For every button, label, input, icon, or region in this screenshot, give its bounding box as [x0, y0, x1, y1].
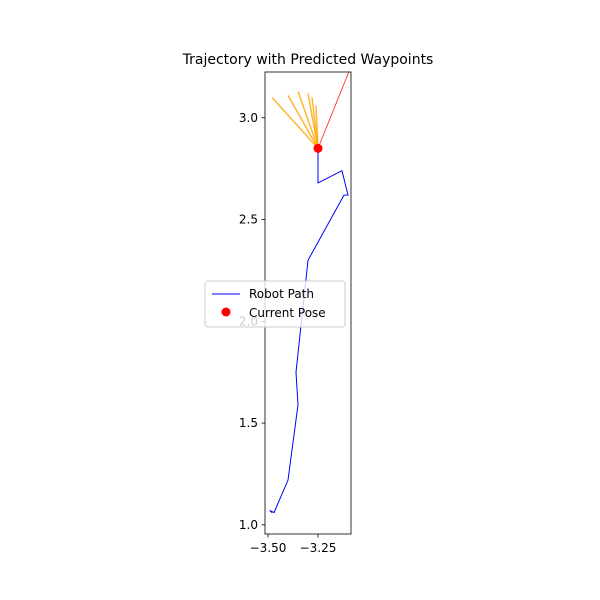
legend-robot-path-label: Robot Path [249, 287, 314, 301]
current-pose-marker [313, 143, 323, 153]
y-tick-label: 3.0 [239, 111, 258, 125]
chart-title: Trajectory with Predicted Waypoints [182, 52, 434, 68]
robot-path-line [269, 148, 349, 514]
legend-current-pose-label: Current Pose [249, 306, 326, 320]
x-tick-label: −3.25 [300, 541, 337, 555]
x-tick-label: −3.50 [250, 541, 287, 555]
legend: Robot Path Current Pose [204, 280, 346, 328]
predicted-waypoint-line-6 [315, 105, 319, 149]
y-tick-label: 1.0 [239, 518, 258, 532]
legend-box [204, 280, 346, 328]
legend-current-pose-swatch [221, 307, 231, 317]
y-tick-label: 1.5 [239, 416, 258, 430]
predicted-waypoint-line-3 [297, 91, 319, 149]
y-tick-label: 2.5 [239, 213, 258, 227]
predicted-waypoint-line-2 [287, 95, 319, 149]
predicted-waypoint-line-1 [271, 96, 319, 149]
heading-line [317, 72, 350, 149]
